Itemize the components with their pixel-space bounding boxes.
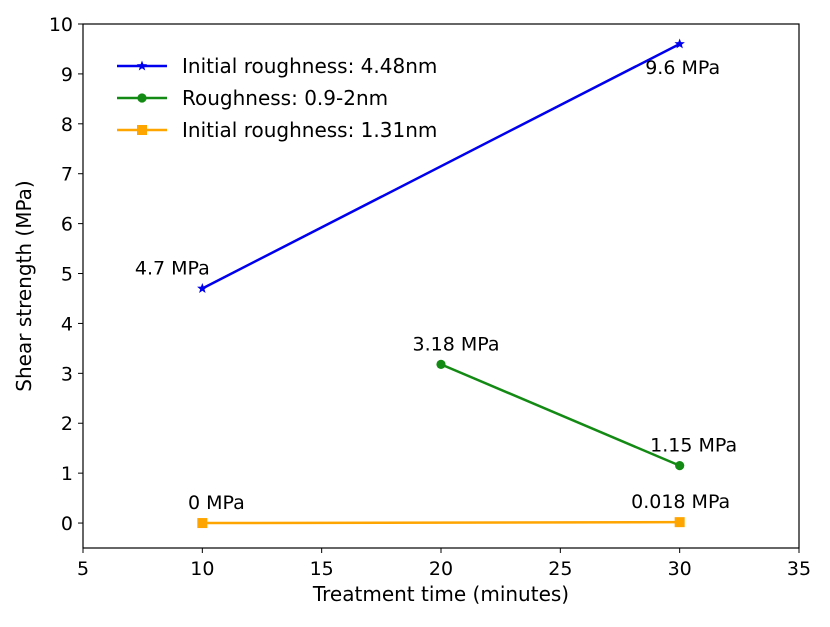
y-tick-label: 0 — [61, 513, 73, 535]
y-tick-label: 8 — [61, 114, 73, 136]
data-point — [675, 461, 685, 471]
x-tick-label: 10 — [190, 558, 214, 580]
data-label: 1.15 MPa — [650, 435, 737, 457]
y-tick-label: 9 — [61, 64, 73, 86]
y-tick-label: 1 — [61, 463, 73, 485]
data-point — [436, 359, 446, 369]
x-tick-label: 5 — [77, 558, 89, 580]
y-tick-label: 4 — [61, 313, 73, 335]
data-labels: 4.7 MPa 9.6 MPa 3.18 MPa 1.15 MPa 0 MPa 0.018… — [135, 57, 737, 514]
legend-marker — [137, 93, 147, 103]
series-layer — [197, 38, 685, 529]
series-line — [202, 520, 680, 525]
x-axis-label: Treatment time (minutes) — [312, 582, 569, 606]
y-tick-label: 3 — [61, 363, 73, 385]
data-point — [197, 283, 208, 293]
data-label: 4.7 MPa — [135, 257, 210, 279]
legend-marker — [136, 60, 148, 71]
y-tick-label: 5 — [61, 264, 73, 286]
legend-label: Initial roughness: 4.48nm — [182, 54, 437, 78]
x-axis: 5 10 15 20 25 30 35 — [77, 548, 811, 580]
x-tick-label: 15 — [310, 558, 334, 580]
y-tick-label: 10 — [49, 14, 73, 36]
data-point — [674, 517, 685, 528]
data-label: 0 MPa — [188, 492, 245, 514]
x-tick-label: 20 — [429, 558, 453, 580]
data-label: 9.6 MPa — [645, 57, 720, 79]
y-tick-label: 6 — [61, 214, 73, 236]
y-tick-label: 2 — [61, 413, 73, 435]
y-axis: 0 1 2 3 4 5 6 7 8 9 10 — [49, 14, 83, 535]
series-line — [201, 42, 681, 290]
legend-label: Initial roughness: 1.31nm — [182, 118, 437, 142]
y-axis-label: Shear strength (MPa) — [12, 180, 36, 391]
data-label: 3.18 MPa — [413, 333, 500, 355]
series-line — [440, 363, 681, 467]
legend-marker — [137, 125, 147, 135]
data-label: 0.018 MPa — [631, 491, 730, 513]
data-point — [197, 518, 208, 529]
x-tick-label: 25 — [548, 558, 572, 580]
legend: Initial roughness: 4.48nm Roughness: 0.9-… — [117, 54, 437, 142]
data-point — [674, 38, 685, 49]
x-tick-label: 30 — [668, 558, 692, 580]
legend-label: Roughness: 0.9-2nm — [182, 86, 388, 110]
y-tick-label: 7 — [61, 164, 73, 186]
x-tick-label: 35 — [787, 558, 811, 580]
